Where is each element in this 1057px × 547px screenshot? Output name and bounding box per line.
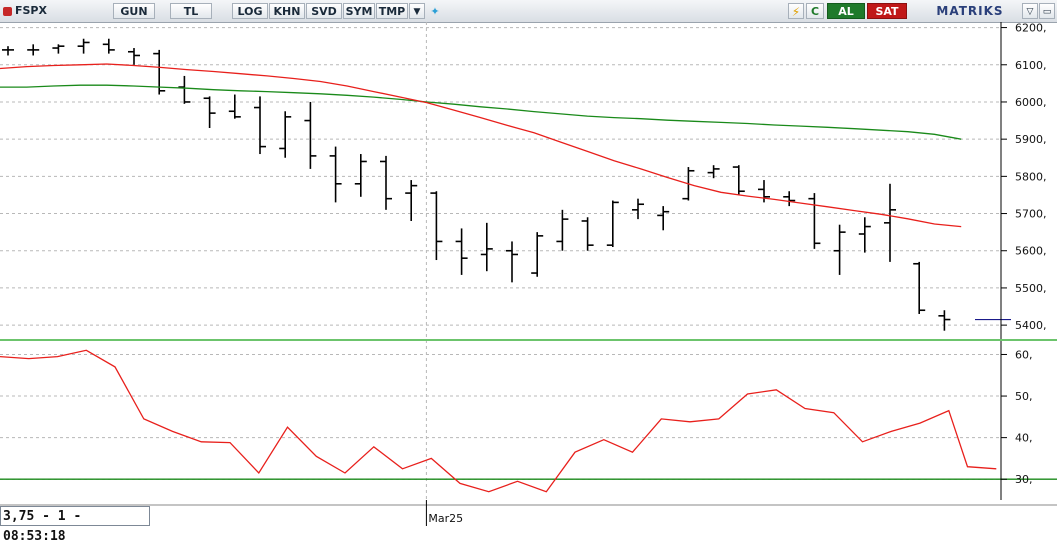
ohlc-bar — [732, 165, 745, 195]
sym-button[interactable]: SYM — [343, 3, 375, 19]
ohlc-bar — [707, 165, 720, 179]
ohlc-bar — [657, 206, 670, 231]
twitter-bird-icon[interactable]: ✦ — [430, 5, 440, 18]
buy-button[interactable]: AL — [827, 3, 865, 19]
price-tick-label: 6000, — [1015, 96, 1047, 109]
ohlc-bar — [228, 94, 241, 119]
ohlc-bar — [480, 222, 493, 272]
price-tick-label: 6200, — [1015, 22, 1047, 35]
ohlc-bar — [506, 241, 518, 283]
rsi-tick-label: 30, — [1015, 473, 1033, 486]
ohlc-bar — [606, 200, 619, 248]
ohlc-bar — [329, 146, 342, 203]
ohlc-bar — [77, 38, 90, 54]
symbol-icon — [3, 7, 12, 16]
price-bars — [2, 38, 951, 331]
lightning-icon[interactable]: ⚡ — [788, 3, 804, 19]
ohlc-bar — [455, 228, 468, 275]
ohlc-bar — [254, 96, 266, 155]
price-tick-label: 5500, — [1015, 282, 1047, 295]
ohlc-bar — [203, 96, 216, 128]
ohlc-bar — [808, 193, 821, 249]
ohlc-bar — [858, 217, 871, 253]
price-tick-label: 5700, — [1015, 208, 1047, 221]
dropdown-arrow-icon[interactable]: ▼ — [409, 3, 425, 19]
price-tick-label: 5600, — [1015, 245, 1047, 258]
ohlc-bar — [938, 310, 951, 331]
ohlc-bar — [102, 38, 115, 54]
minimize-icon[interactable]: ▽ — [1022, 3, 1038, 19]
ohlc-bar — [556, 209, 569, 251]
ohlc-bar — [531, 232, 544, 277]
ohlc-bar — [581, 217, 594, 251]
ohlc-bar — [2, 46, 14, 56]
ohlc-bar — [380, 155, 392, 210]
status-readout: 3,75 - 1 - 08:53:18 — [0, 506, 150, 544]
rsi-tick-label: 40, — [1015, 432, 1033, 445]
ohlc-bar — [430, 191, 443, 261]
tmp-button[interactable]: TMP — [376, 3, 408, 19]
ohlc-bar — [304, 101, 317, 169]
time-axis: Mar25Nis25 — [425, 500, 463, 526]
refresh-button[interactable]: C — [806, 3, 824, 19]
ohlc-bar — [354, 154, 367, 197]
ohlc-bar — [128, 48, 140, 65]
price-tick-label: 5900, — [1015, 133, 1047, 146]
ma-long-line — [0, 84, 962, 140]
price-axis: 6200, 6100, 6000, 5900, 5800, 5700, 5600, 5500,… — [1001, 22, 1047, 332]
rsi-axis: 60, 50, 40, 30, — [1001, 348, 1033, 486]
time-tick-label: Mar25 — [428, 512, 463, 525]
rsi-tick-label: 50, — [1015, 390, 1033, 403]
ohlc-bar — [178, 75, 191, 104]
log-button[interactable]: LOG — [232, 3, 268, 19]
ohlc-bar — [783, 191, 796, 207]
rsi-tick-label: 60, — [1015, 348, 1033, 361]
price-tick-label: 6100, — [1015, 59, 1047, 72]
ma-short-line — [0, 63, 962, 228]
rsi-line — [0, 349, 997, 493]
svd-button[interactable]: SVD — [306, 3, 342, 19]
currency-button[interactable]: TL — [170, 3, 212, 19]
brand-logo: MATRIKS — [936, 4, 1004, 18]
symbol-selector[interactable]: FSPX — [1, 3, 111, 19]
price-tick-label: 5800, — [1015, 170, 1047, 183]
ohlc-bar — [52, 44, 65, 54]
period-button[interactable]: GUN — [113, 3, 155, 19]
sell-button[interactable]: SAT — [867, 3, 907, 19]
restore-icon[interactable]: ▭ — [1039, 3, 1055, 19]
ohlc-bar — [913, 261, 926, 314]
chart-canvas: 6200, 6100, 6000, 5900, 5800, 5700, 5600, 5500,… — [0, 22, 1057, 526]
price-tick-label: 5400, — [1015, 319, 1047, 332]
khn-button[interactable]: KHN — [269, 3, 305, 19]
chart-toolbar: FSPX GUN TL LOG KHN SVD SYM TMP ▼ ✦ ⚡ C … — [0, 0, 1057, 23]
ohlc-bar — [884, 183, 896, 262]
symbol-label: FSPX — [15, 4, 47, 17]
ohlc-bar — [632, 198, 644, 220]
ohlc-bar — [405, 180, 418, 221]
ohlc-bar — [833, 224, 846, 275]
ohlc-bar — [279, 111, 292, 158]
ohlc-bar — [27, 44, 40, 56]
